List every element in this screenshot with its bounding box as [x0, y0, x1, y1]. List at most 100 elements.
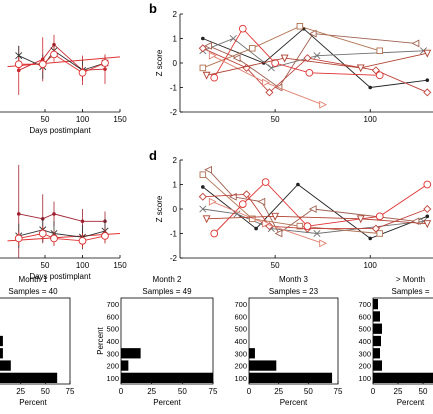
e3-title: Month 3: [279, 275, 308, 284]
d-series-6-point: [210, 229, 219, 238]
d-series-4-point: [249, 215, 256, 223]
e3-category-label: 600: [234, 312, 247, 321]
c-x-tick-label: 50: [41, 261, 50, 270]
d-x-tick-label: 50: [271, 261, 280, 270]
b-series-8-point: [280, 54, 289, 63]
b-y-tick-label: -1: [170, 84, 178, 93]
d-series-6-point: [423, 180, 432, 189]
b-series-8-point: [356, 64, 365, 73]
b-series-4-point: [249, 45, 256, 52]
e4-category-label: 600: [358, 312, 371, 321]
b-series-8-line: [206, 52, 428, 76]
b-series-6-point: [210, 73, 219, 82]
e2-x-tick-label: 25: [147, 387, 156, 396]
e4-x-tick-label: 0: [371, 387, 376, 396]
e4-title: > Month: [396, 275, 425, 284]
b-x-tick-label: 100: [364, 115, 378, 124]
b-series-8-point: [202, 71, 211, 80]
d-series-2-point: [199, 205, 207, 213]
b-series-7-point: [262, 78, 271, 87]
a-series-3-point: [50, 50, 58, 59]
c-series-3-point: [14, 234, 23, 243]
d-series-1-point: [254, 226, 258, 231]
b-series-7-point: [319, 100, 328, 109]
e1-bar: [0, 335, 3, 347]
d-series-1-point: [201, 185, 205, 189]
d-series-6-point: [238, 200, 247, 208]
d-series-4-line: [202, 174, 380, 234]
d-series-5-point: [198, 192, 207, 201]
panel-b-label: b: [149, 1, 157, 16]
e1-frame: [0, 297, 71, 385]
e2-bar: [121, 348, 141, 359]
d-y-axis-label: Z score: [155, 195, 164, 222]
b-series-1-point: [425, 78, 430, 82]
e2-category-label: 200: [106, 362, 119, 371]
e2-category-label: 300: [106, 349, 119, 358]
e4-category-label: 300: [358, 349, 371, 358]
c-series-3-point: [78, 237, 87, 245]
a-x-tick-label: 50: [41, 115, 50, 124]
d-y-tick-label: -2: [170, 254, 178, 263]
d-x-tick-label: 100: [364, 261, 378, 270]
panel-b-line-chart: b 50 100 -2 -1 0 1 2 Z score: [149, 1, 433, 124]
c-series-1-point: [16, 212, 21, 216]
e4-category-label: 500: [358, 325, 371, 334]
b-y-tick-label: 1: [173, 35, 178, 44]
e3-bar: [249, 348, 255, 359]
a-x-tick-label: 150: [113, 115, 127, 124]
e2-category-label: 400: [106, 337, 119, 346]
d-y-tick-label: 1: [173, 181, 178, 190]
a-trend-line: [7, 56, 120, 68]
b-series-7-line: [212, 55, 323, 106]
e3-bar: [249, 372, 333, 383]
c-series-1-line: [18, 213, 105, 222]
e1-x-tick-label: 50: [41, 387, 50, 396]
panel-c-line-chart: 50 100 150 Days postimplant: [0, 164, 127, 281]
d-series-8-point: [202, 215, 211, 224]
panel-a-line-chart: 50 100 150 Days postimplant: [0, 34, 127, 135]
d-y-tick-label: 2: [173, 156, 178, 165]
d-series-7-point: [208, 197, 217, 206]
e3-x-tick-label: 0: [247, 387, 252, 396]
d-series-3-point: [308, 205, 317, 213]
e2-y-axis-label: Percent: [96, 326, 105, 354]
a-series-2-point: [15, 52, 23, 60]
e4-category-label: 200: [358, 362, 371, 371]
e4-x-tick-label: 50: [419, 387, 428, 396]
d-series-2-point: [313, 229, 321, 238]
a-series-3-point: [101, 59, 109, 67]
c-series-3-point: [38, 229, 47, 238]
b-series-5-point: [265, 88, 274, 97]
a-plot-area: [7, 34, 120, 95]
b-series-3-point: [308, 29, 317, 38]
e3-category-label: 100: [234, 374, 247, 383]
e3-category-label: 700: [234, 300, 247, 309]
b-y-axis-label: Z score: [155, 49, 164, 76]
d-series-3-point: [411, 217, 420, 226]
e2-category-label: 600: [106, 312, 119, 321]
d-series-3-line: [208, 169, 416, 235]
a-x-axis-label: Days postimplant: [29, 126, 91, 135]
e4-bar: [373, 372, 433, 383]
b-series-8-point: [423, 49, 432, 58]
d-series-8-point: [423, 220, 432, 229]
d-plot-area: [198, 165, 432, 248]
d-series-6-point: [261, 178, 270, 186]
e2-x-tick-label: 0: [119, 387, 124, 396]
b-series-6-point: [271, 59, 279, 67]
b-series-5-point: [198, 44, 207, 53]
b-series-4-point: [199, 64, 207, 72]
b-series-4-line: [202, 25, 380, 69]
panel-d-line-chart: d 50 100 -2 -1 0 1 2 Z score: [149, 148, 433, 270]
e3-category-label: 200: [234, 362, 247, 371]
d-series-6-line: [213, 181, 428, 234]
e4-x-axis-label: Percent: [397, 398, 425, 407]
d-series-1-point: [296, 182, 300, 187]
b-series-6-point: [305, 68, 314, 77]
c-x-tick-label: 100: [76, 261, 90, 270]
d-series-6-point: [375, 212, 384, 221]
d-series-4-point: [199, 171, 207, 178]
d-series-7-point: [262, 219, 271, 228]
e3-x-tick-label: 25: [274, 387, 283, 396]
